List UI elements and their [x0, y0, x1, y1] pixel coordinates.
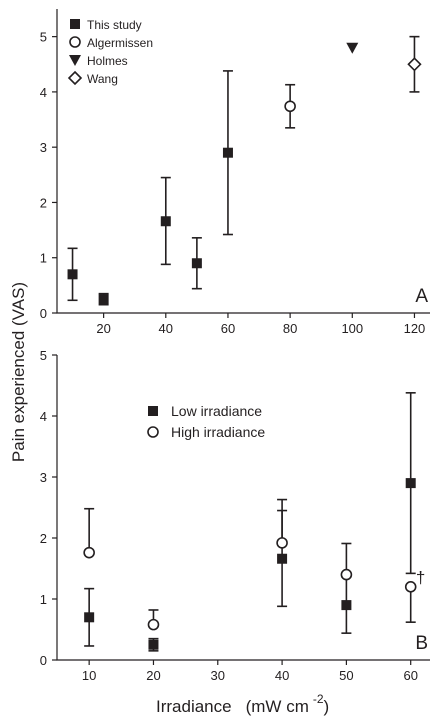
y-tick-label: 1: [40, 251, 47, 266]
legend-marker: [67, 70, 83, 86]
y-tick-label: 4: [40, 409, 47, 424]
data-point: [160, 216, 171, 227]
x-tick-label: 60: [403, 668, 417, 683]
data-point: [277, 553, 288, 564]
data-point: [404, 580, 417, 593]
y-tick-label: 0: [40, 306, 47, 321]
data-point: [341, 600, 352, 611]
x-tick-label: 20: [96, 321, 110, 336]
legend-label: Holmes: [87, 54, 128, 68]
y-tick-label: 5: [40, 30, 47, 45]
y-tick-label: 3: [40, 470, 47, 485]
data-point: [346, 42, 359, 54]
x-tick-label: 10: [82, 668, 96, 683]
x-tick-label: 50: [339, 668, 353, 683]
data-point: [84, 612, 95, 623]
data-point: [191, 258, 202, 269]
x-tick-label: 30: [211, 668, 225, 683]
y-tick-label: 3: [40, 140, 47, 155]
x-tick-label: 120: [404, 321, 426, 336]
panel-label: A: [415, 286, 428, 307]
annotation-dagger: †: [416, 568, 425, 587]
y-axis-title: Pain experienced (VAS): [9, 282, 28, 462]
x-tick-label: 20: [146, 668, 160, 683]
panel-a: 0 1 2 3 4 5 20 40 60 80 100 120 This study Algermisse…: [40, 9, 430, 336]
y-tick-label: 4: [40, 85, 47, 100]
panel-label: B: [415, 633, 428, 654]
y-tick-label: 2: [40, 531, 47, 546]
data-point: [340, 568, 353, 581]
legend-label: Wang: [87, 72, 118, 86]
y-tick-label: 5: [40, 348, 47, 363]
x-axis-title: Irradiance (mW cm -2): [156, 692, 329, 716]
x-tick-label: 100: [341, 321, 363, 336]
legend-label: Algermissen: [87, 36, 153, 50]
y-tick-label: 0: [40, 653, 47, 668]
y-tick-label: 1: [40, 592, 47, 607]
x-tick-label: 60: [221, 321, 235, 336]
legend-marker: [147, 426, 159, 438]
data-point: [98, 294, 109, 305]
data-point: [276, 537, 288, 549]
x-tick-label: 40: [275, 668, 289, 683]
legend-marker: [69, 36, 81, 48]
data-point: [284, 100, 296, 113]
legend-label: High irradiance: [171, 424, 265, 440]
legend-marker: [69, 55, 81, 66]
data-point: [405, 478, 416, 489]
legend-label: Low irradiance: [171, 403, 262, 419]
legend-marker: [148, 406, 158, 416]
x-tick-label: 40: [159, 321, 173, 336]
data-point: [67, 269, 78, 280]
axis-frame: [56, 355, 430, 661]
data-point: [407, 57, 422, 72]
legend-label: This study: [87, 18, 142, 32]
legend-marker: [70, 19, 80, 29]
data-point: [83, 546, 95, 559]
data-point: [148, 639, 159, 650]
data-point: [147, 618, 160, 631]
y-tick-label: 2: [40, 195, 47, 210]
data-point: [222, 147, 233, 158]
x-tick-label: 80: [283, 321, 297, 336]
panel-b: 0 1 2 3 4 5 10 20 30 40 50 60 Low irradiance High irr…: [40, 348, 430, 683]
